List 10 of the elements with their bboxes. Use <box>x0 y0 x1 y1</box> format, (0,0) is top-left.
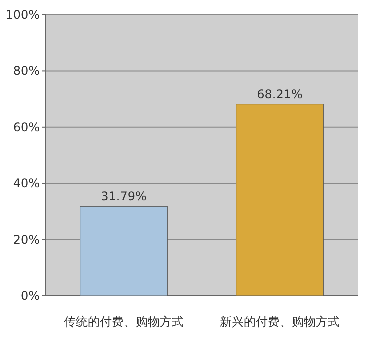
ytick: 20% <box>13 232 40 247</box>
ytick: 40% <box>13 176 40 191</box>
ytick: 0% <box>20 289 40 303</box>
xtick: 新兴的付费、购物方式 <box>220 315 340 329</box>
ytick: 80% <box>13 64 40 78</box>
xtick: 传统的付费、购物方式 <box>64 315 184 329</box>
ytick: 100% <box>6 8 40 22</box>
data-label: 68.21% <box>257 87 303 102</box>
ytick: 60% <box>13 120 40 134</box>
data-label: 31.79% <box>101 190 147 204</box>
